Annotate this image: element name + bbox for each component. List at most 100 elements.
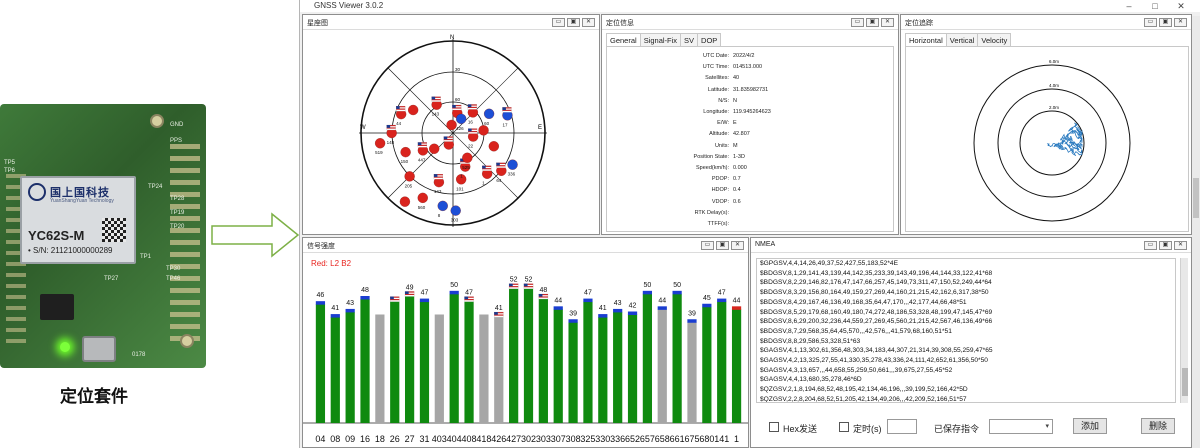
signal-bar[interactable] — [583, 301, 593, 423]
satellite-marker[interactable]: 525 — [462, 152, 473, 170]
panel-restore-button[interactable]: ▣ — [1159, 241, 1172, 250]
tab-vertical[interactable]: Vertical — [945, 33, 979, 47]
panel-close-button[interactable]: ✕ — [1174, 18, 1187, 27]
main-scrollbar[interactable] — [1192, 16, 1200, 448]
main-scroll-thumb[interactable] — [1193, 178, 1199, 218]
panel-close-button[interactable]: ✕ — [731, 241, 744, 250]
signal-bar[interactable] — [390, 301, 400, 423]
panel-close-button[interactable]: ✕ — [881, 18, 894, 27]
panel-minimize-button[interactable]: ▭ — [1144, 241, 1157, 250]
satellite-marker[interactable]: 1 — [482, 165, 493, 186]
signal-bar[interactable] — [568, 322, 578, 423]
signal-bar[interactable] — [613, 311, 623, 423]
panel-close-button[interactable]: ✕ — [1174, 241, 1187, 250]
satellite-marker[interactable] — [429, 143, 440, 154]
signal-bar[interactable] — [702, 306, 712, 423]
signal-bar[interactable] — [404, 296, 415, 423]
timer-checkbox[interactable] — [839, 422, 849, 432]
satellite-marker[interactable]: 101 — [456, 174, 467, 191]
posinfo-row: Longitude: 119.945264623 — [607, 109, 895, 120]
satellite-marker[interactable]: 336 — [507, 159, 518, 177]
nmea-output[interactable]: $GPGSV,4,4,14,26,49,37,52,427,55,183,52*… — [756, 258, 1176, 403]
signal-bar[interactable] — [509, 288, 519, 423]
signal-bar[interactable] — [687, 322, 697, 423]
panel-restore-button[interactable]: ▣ — [716, 241, 729, 250]
signal-bar[interactable] — [315, 304, 326, 423]
tab-sv[interactable]: SV — [680, 33, 699, 47]
satellite-marker[interactable]: 148 — [386, 124, 397, 145]
signal-bar[interactable] — [375, 314, 385, 424]
panel-restore-button[interactable]: ▣ — [866, 18, 879, 27]
tab-dop[interactable]: DOP — [697, 33, 722, 47]
satellite-marker[interactable]: 519 — [374, 138, 386, 155]
signal-bar[interactable] — [642, 293, 653, 423]
signal-bar[interactable] — [672, 293, 682, 423]
nmea-scrollbar[interactable] — [1180, 258, 1188, 403]
signal-bar[interactable] — [553, 309, 563, 423]
window-close-button[interactable]: ✕ — [1177, 1, 1185, 11]
satellite-marker[interactable] — [399, 196, 411, 207]
signal-bar[interactable] — [360, 299, 370, 423]
satellite-marker[interactable] — [443, 136, 454, 150]
satellite-marker[interactable]: 150 — [400, 146, 411, 164]
panel-minimize-button[interactable]: ▭ — [851, 18, 864, 27]
nmea-line: $BDGSV,8,6,29,200,32,236,44,559,27,269,4… — [760, 318, 993, 326]
signal-bar[interactable] — [627, 314, 638, 424]
signal-bar[interactable] — [523, 288, 534, 423]
signal-bar[interactable] — [494, 317, 504, 423]
signal-bar[interactable] — [717, 301, 727, 423]
signal-category-label: 330 — [595, 434, 610, 444]
satellite-marker[interactable] — [488, 141, 499, 152]
panel-restore-button[interactable]: ▣ — [567, 18, 580, 27]
satellite-marker[interactable]: 8 — [437, 200, 448, 218]
nmea-scroll-thumb[interactable] — [1182, 368, 1188, 396]
signal-bar[interactable] — [345, 311, 355, 423]
add-button[interactable]: 添加 — [1073, 418, 1107, 434]
signal-bar[interactable] — [464, 301, 474, 423]
panel-minimize-button[interactable]: ▭ — [552, 18, 565, 27]
track-panel: 定位追踪 ▭ ▣ ✕ Horizontal Vertical Velocity … — [900, 14, 1192, 235]
satellite-marker[interactable] — [408, 104, 419, 116]
satellite-marker[interactable]: 426 — [456, 113, 467, 131]
saved-commands-select[interactable]: ▾ — [989, 419, 1053, 434]
panel-minimize-button[interactable]: ▭ — [701, 241, 714, 250]
satellite-marker[interactable]: 22 — [467, 128, 479, 149]
satellite-marker[interactable]: 205 — [404, 171, 415, 188]
signal-value-label: 47 — [465, 290, 473, 297]
satellite-marker[interactable]: 16 — [467, 104, 479, 124]
sky-west-label: W — [360, 125, 366, 131]
signal-bar[interactable] — [330, 317, 340, 423]
signal-bar[interactable] — [598, 317, 608, 423]
window-maximize-button[interactable]: □ — [1152, 1, 1158, 11]
signal-bar[interactable] — [538, 299, 548, 423]
satellite-marker[interactable]: 560 — [417, 192, 428, 210]
panel-minimize-button[interactable]: ▭ — [1144, 18, 1157, 27]
signal-bar[interactable] — [419, 301, 430, 423]
tab-horizontal[interactable]: Horizontal — [905, 33, 947, 47]
satellite-marker[interactable]: 60 — [483, 108, 495, 126]
hex-send-checkbox[interactable] — [769, 422, 779, 432]
satellite-marker[interactable]: 143 — [431, 96, 442, 117]
satellite-marker[interactable]: 143 — [433, 174, 445, 194]
signal-bar[interactable] — [434, 314, 444, 424]
satellite-marker[interactable] — [478, 125, 489, 136]
satellite-marker[interactable]: 447 — [417, 142, 429, 162]
satellite-marker[interactable]: 303 — [450, 205, 461, 223]
satellite-marker[interactable]: 17 — [502, 107, 513, 127]
tab-velocity[interactable]: Velocity — [977, 33, 1012, 47]
panel-close-button[interactable]: ✕ — [582, 18, 595, 27]
satellite-marker[interactable]: 64 — [496, 162, 507, 183]
satellite-marker[interactable]: 44 — [395, 106, 407, 126]
tab-general[interactable]: General — [606, 33, 641, 47]
signal-bar[interactable] — [731, 309, 742, 423]
timer-input[interactable] — [887, 419, 917, 434]
signal-bar[interactable] — [479, 314, 489, 424]
posinfo-row: Position State: 1-3D — [607, 154, 895, 165]
panel-restore-button[interactable]: ▣ — [1159, 18, 1172, 27]
signal-bar[interactable] — [449, 293, 459, 423]
tab-signal-fix[interactable]: Signal-Fix — [639, 33, 682, 47]
delete-button[interactable]: 删除 — [1141, 418, 1175, 434]
signal-bar[interactable] — [657, 309, 667, 423]
window-minimize-button[interactable]: – — [1126, 1, 1132, 11]
satellite-marker[interactable] — [446, 119, 457, 131]
